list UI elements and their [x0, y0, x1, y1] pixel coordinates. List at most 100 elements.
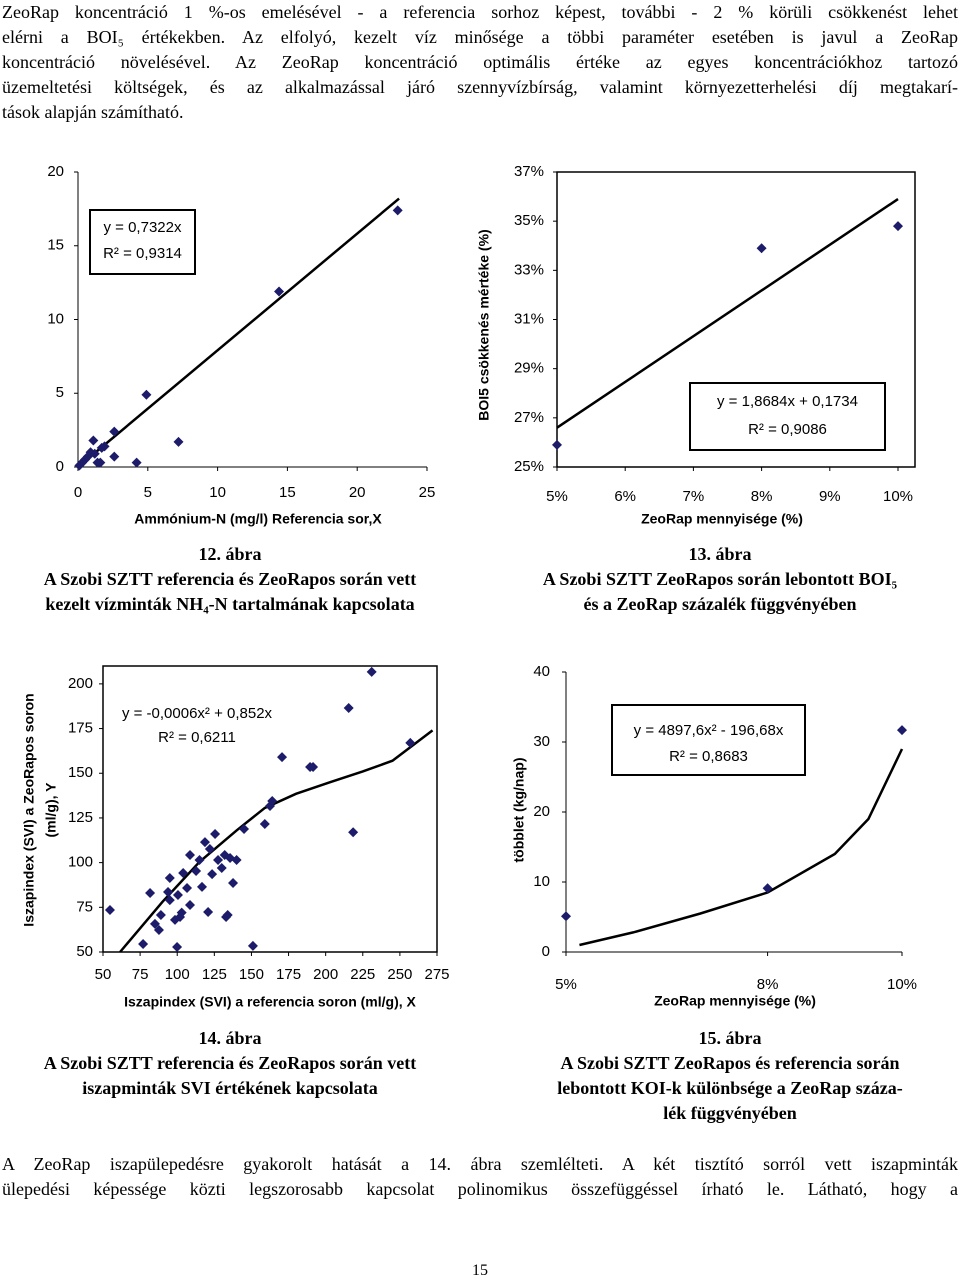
x-tick-label: 175 — [276, 966, 301, 983]
data-point — [184, 849, 195, 860]
y-tick-label: 10 — [47, 310, 64, 327]
y-tick-label: 50 — [76, 943, 93, 960]
figure-caption: iszapminták SVI értékének kapcsolata — [82, 1078, 378, 1098]
data-point — [893, 221, 903, 232]
text-line: ZeoRap koncentráció 1 %-os emelésével - … — [2, 2, 958, 22]
equation: y = -0,0006x² + 0,852x — [122, 705, 273, 722]
data-point — [153, 925, 164, 936]
data-point — [222, 909, 233, 920]
y-tick-label: 5 — [56, 384, 64, 401]
data-point — [95, 457, 106, 468]
y-tick-label: 30 — [533, 733, 550, 750]
x-tick-label: 50 — [95, 966, 112, 983]
x-tick-label: 7% — [683, 488, 705, 505]
y-tick-label: 33% — [514, 261, 544, 278]
data-point — [155, 909, 166, 920]
text-line: tások alapján számítható. — [2, 102, 184, 122]
data-point — [265, 800, 275, 811]
y-tick-label: 40 — [533, 663, 550, 680]
data-point — [247, 940, 258, 951]
data-point — [164, 872, 175, 883]
y-tick-label: 37% — [514, 163, 544, 180]
x-tick-label: 10 — [209, 484, 226, 501]
y-axis-label: (ml/g), Y — [43, 782, 59, 838]
y-tick-label: 0 — [542, 943, 550, 960]
data-point — [552, 439, 562, 450]
data-point — [561, 911, 571, 922]
x-tick-label: 8% — [757, 976, 779, 993]
x-tick-label: 9% — [819, 488, 841, 505]
data-point — [138, 938, 149, 949]
data-point — [897, 725, 907, 736]
y-tick-label: 15 — [47, 237, 64, 254]
data-point — [259, 819, 270, 830]
data-point — [141, 389, 152, 400]
data-point — [145, 888, 156, 899]
data-point — [199, 837, 210, 848]
plot-frame — [102, 665, 438, 953]
data-point — [343, 703, 354, 714]
x-tick-label: 5% — [555, 976, 577, 993]
data-point — [348, 827, 359, 838]
data-point — [184, 899, 195, 910]
y-tick-label: 27% — [514, 409, 544, 426]
figure-caption: A Szobi SZTT referencia és ZeoRapos sorá… — [44, 1053, 417, 1073]
x-tick-label: 20 — [349, 484, 366, 501]
data-point — [274, 286, 285, 297]
data-point — [405, 737, 416, 748]
data-point — [207, 869, 218, 880]
figure-caption: lebontott KOI-k különbsége a ZeoRap száz… — [557, 1078, 903, 1098]
y-tick-label: 175 — [68, 720, 93, 737]
y-axis-label: többlet (kg/nap) — [511, 758, 527, 863]
data-point — [109, 426, 120, 437]
data-point — [182, 883, 193, 894]
x-tick-label: 5 — [144, 484, 152, 501]
data-point — [203, 906, 214, 917]
data-point — [163, 886, 174, 897]
x-tick-label: 0 — [74, 484, 82, 501]
y-axis-label: Iszapindex (SVI) a ZeoRapos soron — [21, 693, 37, 926]
y-tick-label: 29% — [514, 360, 544, 377]
data-point — [194, 854, 205, 865]
data-point — [173, 436, 184, 447]
x-tick-label: 75 — [132, 966, 149, 983]
data-point — [175, 911, 186, 922]
data-point — [191, 866, 202, 877]
figure-caption: kezelt vízminták NH₄-N tartalmának kapcs… — [45, 594, 414, 614]
x-axis-label: ZeoRap mennyisége (%) — [641, 511, 803, 527]
y-tick-label: 150 — [68, 764, 93, 781]
data-point — [149, 918, 160, 929]
data-point — [77, 457, 88, 468]
figure-caption: A Szobi SZTT ZeoRapos és referencia sorá… — [560, 1053, 899, 1073]
y-tick-label: 125 — [68, 809, 93, 826]
x-tick-label: 125 — [202, 966, 227, 983]
x-tick-label: 200 — [313, 966, 338, 983]
x-axis-label: ZeoRap mennyisége (%) — [654, 993, 816, 1009]
equation-box — [611, 704, 806, 776]
data-point — [109, 451, 120, 462]
y-tick-label: 35% — [514, 212, 544, 229]
data-point — [99, 441, 110, 452]
data-point — [231, 854, 242, 865]
y-tick-label: 100 — [68, 854, 93, 871]
y-tick-label: 31% — [514, 310, 544, 327]
x-tick-label: 5% — [546, 488, 568, 505]
data-point — [88, 435, 99, 446]
figure-caption: 15. ábra — [699, 1028, 762, 1048]
equation: R² = 0,6211 — [158, 729, 236, 746]
x-tick-label: 10% — [887, 976, 917, 993]
data-point — [213, 854, 224, 865]
data-point — [172, 941, 183, 952]
data-point — [204, 844, 215, 855]
text-line: A ZeoRap iszapülepedésre gyakorolt hatás… — [2, 1154, 958, 1174]
data-point — [762, 883, 773, 894]
x-axis-label: Iszapindex (SVI) a referencia soron (ml/… — [124, 994, 416, 1010]
y-tick-label: 25% — [514, 458, 544, 475]
data-point — [392, 205, 403, 216]
data-point — [172, 889, 183, 900]
y-tick-label: 200 — [68, 675, 93, 692]
data-point — [104, 904, 115, 915]
data-point — [228, 878, 239, 889]
